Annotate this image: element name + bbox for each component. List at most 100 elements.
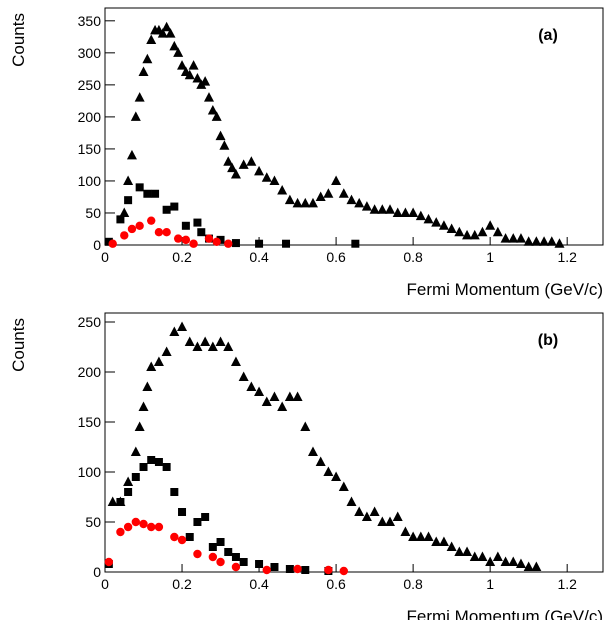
marker xyxy=(238,371,249,381)
marker xyxy=(277,185,288,195)
marker xyxy=(531,236,542,246)
marker xyxy=(146,361,157,371)
y-tick-label: 100 xyxy=(78,464,102,480)
marker xyxy=(254,386,265,396)
marker xyxy=(189,239,198,248)
marker xyxy=(123,175,134,185)
marker xyxy=(492,551,503,561)
marker xyxy=(227,162,238,173)
marker xyxy=(165,28,176,38)
marker xyxy=(184,69,195,80)
marker xyxy=(104,557,114,567)
marker xyxy=(147,216,156,225)
marker xyxy=(315,191,326,201)
x-tick-label: 1 xyxy=(486,249,494,265)
marker xyxy=(223,341,234,351)
marker xyxy=(162,227,171,237)
y-tick-label: 350 xyxy=(78,13,102,29)
marker xyxy=(178,508,187,516)
y-tick-label: 100 xyxy=(78,173,102,189)
marker xyxy=(292,391,303,401)
marker xyxy=(139,519,148,529)
x-tick-label: 0.6 xyxy=(326,249,346,265)
y-tick-label: 50 xyxy=(85,514,101,530)
marker xyxy=(369,506,380,516)
marker xyxy=(188,60,199,70)
marker xyxy=(154,522,164,532)
marker xyxy=(292,197,303,208)
marker xyxy=(323,466,334,476)
marker xyxy=(477,226,488,237)
marker xyxy=(200,336,211,346)
marker xyxy=(223,156,234,166)
marker xyxy=(307,446,318,456)
y-tick-label: 0 xyxy=(93,564,101,580)
marker xyxy=(230,169,241,179)
marker xyxy=(170,202,179,211)
y-tick-label: 200 xyxy=(78,109,102,125)
marker xyxy=(193,218,202,227)
marker xyxy=(192,341,203,351)
marker xyxy=(261,172,272,182)
marker xyxy=(124,196,133,205)
x-tick-label: 1 xyxy=(486,576,494,592)
marker xyxy=(361,511,372,521)
y-axis-title: Counts xyxy=(9,318,28,372)
marker xyxy=(230,356,241,366)
marker xyxy=(154,227,164,237)
marker xyxy=(531,561,542,571)
x-tick-label: 0.8 xyxy=(403,249,423,265)
marker xyxy=(539,236,550,246)
marker xyxy=(331,175,342,185)
panel-label: (b) xyxy=(538,332,558,349)
marker xyxy=(338,481,349,491)
marker xyxy=(161,21,172,32)
marker xyxy=(377,204,388,214)
marker xyxy=(124,488,133,496)
x-tick-label: 1.2 xyxy=(557,576,577,592)
marker xyxy=(515,233,526,243)
marker xyxy=(181,235,191,245)
marker xyxy=(255,560,264,568)
marker xyxy=(331,471,342,481)
marker xyxy=(338,188,349,198)
marker xyxy=(446,541,457,551)
marker xyxy=(134,92,145,102)
y-axis-title: Counts xyxy=(9,13,28,67)
marker xyxy=(454,226,465,237)
marker xyxy=(215,336,226,346)
marker xyxy=(153,356,164,366)
marker xyxy=(415,210,426,221)
x-tick-label: 0.2 xyxy=(172,249,192,265)
marker xyxy=(215,130,226,141)
marker xyxy=(284,194,295,205)
panel-label: (a) xyxy=(538,27,558,44)
marker xyxy=(546,236,557,246)
x-tick-label: 0.6 xyxy=(326,576,346,592)
marker xyxy=(293,564,302,574)
marker xyxy=(385,516,396,526)
marker xyxy=(131,517,141,527)
marker xyxy=(523,561,534,571)
marker xyxy=(207,341,218,351)
marker xyxy=(300,197,311,208)
marker xyxy=(138,401,149,411)
y-tick-label: 0 xyxy=(93,237,101,253)
marker xyxy=(500,556,511,566)
marker xyxy=(485,556,496,566)
marker xyxy=(246,156,257,166)
marker xyxy=(500,233,511,243)
marker xyxy=(224,239,233,248)
marker xyxy=(147,522,156,532)
marker xyxy=(307,197,318,208)
marker xyxy=(173,234,183,243)
plot-frame xyxy=(104,7,604,246)
marker xyxy=(477,551,488,561)
marker xyxy=(508,233,519,243)
marker xyxy=(239,558,248,566)
marker xyxy=(135,183,144,192)
marker xyxy=(508,556,519,566)
marker xyxy=(515,558,526,568)
marker xyxy=(431,536,442,546)
y-tick-label: 150 xyxy=(78,414,102,430)
